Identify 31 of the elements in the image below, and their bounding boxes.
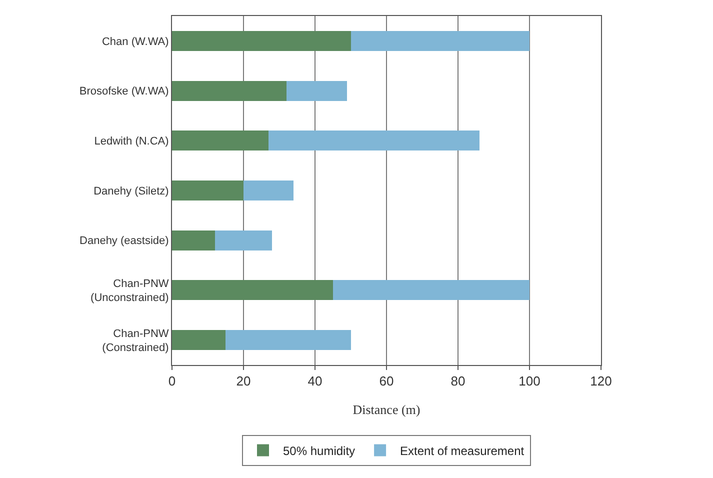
bar — [332, 280, 530, 300]
y-tick-label: Ledwith (N.CA) — [94, 135, 169, 148]
bar — [172, 30, 351, 51]
bar — [172, 280, 333, 300]
x-axis-title: Distance (m) — [352, 402, 420, 417]
x-tick-label: 20 — [236, 374, 251, 389]
x-tick-label: 80 — [450, 374, 466, 389]
bar — [214, 230, 272, 250]
bar — [172, 80, 286, 101]
legend-label: Extent of measurement — [400, 444, 525, 458]
bar — [244, 180, 294, 200]
x-tick-label: 100 — [518, 374, 540, 389]
bar — [172, 230, 215, 250]
bar — [286, 80, 348, 101]
y-tick-label: Chan-PNW (Constrained) — [102, 328, 170, 354]
legend-label: 50% humidity — [283, 444, 356, 458]
y-tick-label: Danehy (eastside) — [80, 235, 169, 248]
bar — [172, 180, 244, 200]
x-tick-label: 0 — [168, 374, 176, 389]
bar — [226, 330, 351, 350]
x-tick-label: 40 — [308, 374, 322, 389]
bar — [172, 130, 269, 151]
y-tick-label: Danehy (Siletz) — [94, 185, 169, 198]
y-tick-label: Chan (W.WA) — [102, 36, 169, 48]
x-tick-label: 120 — [590, 374, 612, 389]
bar — [268, 130, 480, 151]
x-tick-label: 60 — [379, 374, 394, 389]
bar — [172, 330, 226, 350]
bar — [350, 30, 530, 51]
y-tick-label: Chan-PNW (Unconstrained) — [90, 278, 170, 304]
y-tick-label: Brosofske (W.WA) — [79, 86, 169, 98]
